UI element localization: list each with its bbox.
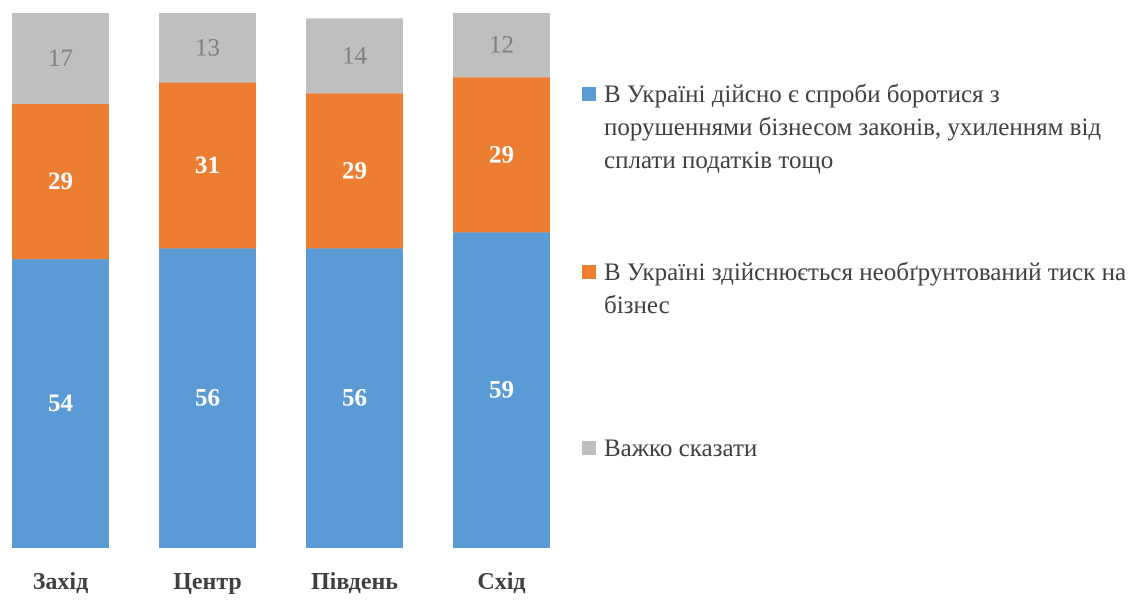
x-tick-label-0: Захід <box>33 569 88 595</box>
legend-swatch-hard-to-say <box>582 441 596 455</box>
legend-swatch-pressure <box>582 265 596 279</box>
bar-segment-1-2 <box>306 93 403 249</box>
bar-segment-1-1 <box>159 82 256 249</box>
data-label-1-2: 29 <box>342 157 367 184</box>
data-label-0-1: 56 <box>195 385 220 412</box>
data-label-1-1: 31 <box>195 152 220 179</box>
legend-label-pressure: В Україні здійснюється необґрунтований т… <box>604 259 1127 319</box>
stacked-bar-chart: 54 29 17 Захід 56 31 13 Центр 56 29 14 Південь 59 29 1… <box>12 13 550 595</box>
x-tick-label-1: Центр <box>173 569 242 595</box>
legend-item-pressure: В Україні здійснюється необґрунтований т… <box>582 256 1129 322</box>
bar-segment-0-2 <box>306 248 403 548</box>
x-tick-label-3: Схід <box>477 569 525 595</box>
bar-segment-0-0 <box>12 259 109 548</box>
data-label-2-0: 17 <box>48 45 73 72</box>
legend-item-effort: В Україні дійсно є спроби боротися з пор… <box>582 78 1129 177</box>
data-label-0-3: 59 <box>489 377 514 404</box>
data-label-0-2: 56 <box>342 385 367 412</box>
data-label-1-0: 29 <box>48 168 73 195</box>
bar-segment-2-2 <box>306 18 403 94</box>
legend-item-hard-to-say: Важко сказати <box>582 432 1129 465</box>
data-label-2-1: 13 <box>195 34 220 61</box>
bar-segment-0-3 <box>453 232 550 548</box>
legend-label-effort: В Україні дійсно є спроби боротися з пор… <box>604 81 1102 174</box>
data-label-0-0: 54 <box>48 390 74 417</box>
bar-segment-2-1 <box>159 13 256 83</box>
data-label-1-3: 29 <box>489 141 514 168</box>
data-label-2-3: 12 <box>489 32 514 59</box>
bar-segment-1-0 <box>12 103 109 260</box>
data-label-2-2: 14 <box>342 42 368 69</box>
bar-segment-0-1 <box>159 248 256 548</box>
bar-segment-2-0 <box>12 13 109 104</box>
legend-swatch-effort <box>582 87 596 101</box>
x-tick-label-2: Південь <box>311 569 398 595</box>
legend-label-hard-to-say: Важко сказати <box>604 435 758 462</box>
bar-segment-2-3 <box>453 13 550 78</box>
bar-segment-1-3 <box>453 77 550 233</box>
